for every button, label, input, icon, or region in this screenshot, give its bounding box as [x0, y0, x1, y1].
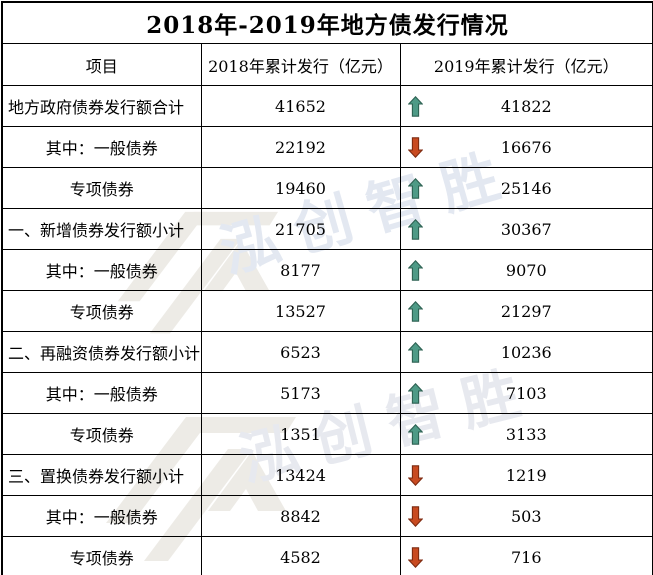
- value-2019-cell: 9070: [399, 249, 653, 291]
- value-2019-cell: 716: [399, 536, 653, 575]
- value-2018: 41652: [200, 85, 401, 127]
- value-2019-cell: 16676: [399, 126, 653, 168]
- value-2019-cell: 21297: [399, 290, 653, 332]
- column-header-2018: 2018年累计发行（亿元）: [200, 43, 401, 86]
- up-arrow-icon: [407, 259, 423, 281]
- table-row: 专项债券 19460 25146: [1, 167, 653, 209]
- value-2019-cell: 503: [399, 495, 653, 537]
- table-row: 三、置换债券发行额小计 13424 1219: [1, 454, 653, 496]
- item-label: 专项债券: [1, 290, 202, 332]
- table-row: 其中：一般债券 5173 7103: [1, 372, 653, 414]
- table-row: 其中：一般债券 22192 16676: [1, 126, 653, 168]
- item-label: 其中：一般债券: [1, 495, 202, 537]
- value-2019: 716: [510, 547, 542, 567]
- value-2019: 9070: [505, 260, 547, 280]
- value-2018: 22192: [200, 126, 401, 168]
- value-2019-cell: 30367: [399, 208, 653, 250]
- item-label: 其中：一般债券: [1, 126, 202, 168]
- column-header-2019: 2019年累计发行（亿元）: [399, 43, 653, 86]
- value-2019: 41822: [500, 96, 552, 116]
- value-2018: 5173: [200, 372, 401, 414]
- table-row: 一、新增债券发行额小计 21705 30367: [1, 208, 653, 250]
- column-header-item: 项目: [1, 43, 202, 86]
- table-header-row: 项目 2018年累计发行（亿元） 2019年累计发行（亿元）: [1, 43, 653, 86]
- page-title: 2018年-2019年地方债发行情况: [1, 1, 653, 44]
- value-2019-cell: 25146: [399, 167, 653, 209]
- value-2019: 7103: [505, 383, 547, 403]
- value-2018: 4582: [200, 536, 401, 575]
- value-2019: 1219: [505, 465, 547, 485]
- item-label: 专项债券: [1, 167, 202, 209]
- value-2019: 30367: [500, 219, 552, 239]
- value-2019-cell: 1219: [399, 454, 653, 496]
- table-row: 专项债券 13527 21297: [1, 290, 653, 332]
- value-2019: 25146: [500, 178, 552, 198]
- value-2018: 6523: [200, 331, 401, 373]
- up-arrow-icon: [407, 423, 423, 445]
- value-2019: 16676: [500, 137, 552, 157]
- item-label: 地方政府债券发行额合计: [1, 85, 202, 127]
- item-label: 其中：一般债券: [1, 249, 202, 291]
- down-arrow-icon: [407, 547, 423, 569]
- table-row: 二、再融资债券发行额小计 6523 10236: [1, 331, 653, 373]
- value-2019-cell: 7103: [399, 372, 653, 414]
- table-row: 地方政府债券发行额合计 41652 41822: [1, 85, 653, 127]
- value-2018: 1351: [200, 413, 401, 455]
- down-arrow-icon: [407, 506, 423, 528]
- item-label: 二、再融资债券发行额小计: [1, 331, 202, 373]
- up-arrow-icon: [407, 218, 423, 240]
- down-arrow-icon: [407, 465, 423, 487]
- item-label: 其中：一般债券: [1, 372, 202, 414]
- item-label: 专项债券: [1, 536, 202, 575]
- table-row: 其中：一般债券 8177 9070: [1, 249, 653, 291]
- value-2018: 8177: [200, 249, 401, 291]
- up-arrow-icon: [407, 341, 423, 363]
- up-arrow-icon: [407, 300, 423, 322]
- value-2019: 21297: [500, 301, 552, 321]
- item-label: 三、置换债券发行额小计: [1, 454, 202, 496]
- item-label: 专项债券: [1, 413, 202, 455]
- value-2019-cell: 41822: [399, 85, 653, 127]
- value-2019: 10236: [500, 342, 552, 362]
- up-arrow-icon: [407, 177, 423, 199]
- table-row: 专项债券 4582 716: [1, 536, 653, 575]
- value-2019-cell: 3133: [399, 413, 653, 455]
- up-arrow-icon: [407, 382, 423, 404]
- value-2018: 13424: [200, 454, 401, 496]
- up-arrow-icon: [407, 95, 423, 117]
- value-2018: 19460: [200, 167, 401, 209]
- table-row: 其中：一般债券 8842 503: [1, 495, 653, 537]
- value-2019: 503: [510, 506, 542, 526]
- value-2018: 21705: [200, 208, 401, 250]
- down-arrow-icon: [407, 137, 423, 159]
- value-2019: 3133: [505, 424, 547, 444]
- table-row: 专项债券 1351 3133: [1, 413, 653, 455]
- table-title-row: 2018年-2019年地方债发行情况: [1, 1, 653, 44]
- item-label: 一、新增债券发行额小计: [1, 208, 202, 250]
- value-2019-cell: 10236: [399, 331, 653, 373]
- value-2018: 8842: [200, 495, 401, 537]
- value-2018: 13527: [200, 290, 401, 332]
